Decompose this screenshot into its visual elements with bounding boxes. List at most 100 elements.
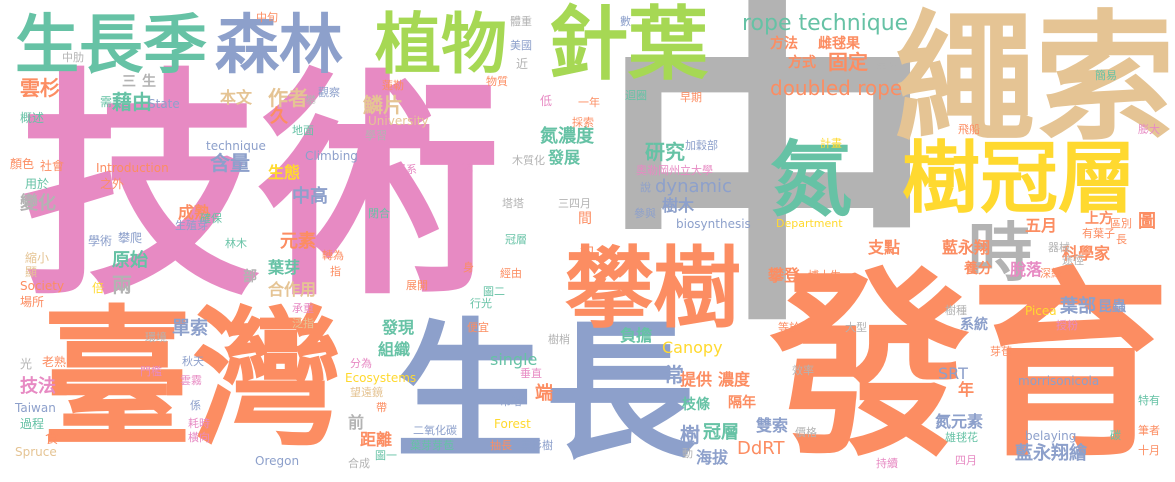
word-zhongxun: 中旬 — [256, 11, 278, 24]
word-feichuan: 飛船 — [958, 123, 980, 136]
word-hezuoyong: 合作用 — [268, 280, 317, 299]
word-menkan: 門檻 — [140, 365, 162, 378]
word-tizhong: 體重 — [510, 15, 532, 28]
word-dannongdu: 氮濃度 — [540, 126, 594, 147]
word-university: University — [368, 114, 429, 128]
word-niandai: 年代 — [876, 61, 898, 74]
word-ecosystems: Ecosystems — [345, 371, 417, 385]
word-jianyi: 簡易 — [1095, 69, 1117, 82]
word-zaoqi: 早期 — [680, 91, 702, 104]
word-tigong: 提供 — [680, 370, 713, 389]
word-qixie: 器械 — [1048, 241, 1070, 254]
word-guding: 固定 — [828, 50, 868, 74]
word-guang: 光 — [20, 357, 33, 371]
word-fayu: 發育 — [770, 251, 1171, 482]
word-wangyuanjing: 望遠鏡 — [350, 386, 383, 399]
word-shoufen: 授粉 — [1056, 319, 1078, 332]
word-yue: 約 — [580, 244, 594, 260]
word-liang: 兩 — [112, 273, 132, 297]
word-yanjiu: 研究 — [645, 140, 685, 164]
word-picea: Picea — [1025, 304, 1057, 318]
word-wuzhi: 物質 — [486, 75, 508, 88]
word-jiage: 價格 — [795, 426, 817, 439]
word-shuo: 說 — [640, 181, 651, 194]
word-technique: technique — [206, 139, 266, 153]
word-caisuo: 採索 — [572, 116, 594, 129]
word-jin: 近 — [516, 57, 529, 71]
word-suoxiao: 縮小 — [25, 251, 50, 265]
word-zhiwu: 植物 — [375, 6, 507, 83]
word-university-name: 奧勒岡州立大學 — [636, 164, 713, 177]
word-yunwu: 雲霧 — [180, 374, 202, 387]
word-juli: 距離 — [360, 430, 393, 449]
word-shushao: 樹梢 — [548, 333, 570, 346]
word-lianle: 蓮勒 — [382, 79, 404, 92]
word-haoshi: 耗時 — [188, 417, 210, 430]
word-muzhihua: 木質化 — [512, 154, 545, 167]
word-co2: 二氧化碳 — [413, 424, 457, 437]
word-guocheng: 過程 — [20, 417, 45, 431]
word-chouzhang: 抽長 — [490, 439, 512, 452]
word-xian: 顯 — [25, 265, 38, 279]
word-youyezi: 有葉子 — [1082, 227, 1115, 240]
word-senlin: 森林 — [215, 9, 343, 83]
word-yanse: 顏色 — [10, 157, 35, 171]
word-spruce: Spruce — [15, 445, 57, 459]
word-bizhe: 筆者 — [1138, 424, 1160, 437]
word-shuangsuo: 雙索 — [756, 416, 789, 435]
word-yuanshi: 原始 — [112, 250, 148, 271]
word-belaying: belaying — [1025, 429, 1077, 443]
word-gaishu: 概述 — [20, 111, 45, 125]
word-changsuo: 場所 — [20, 295, 45, 309]
word-jing: 鏡 — [462, 161, 473, 174]
word-xingguang: 行光 — [470, 297, 492, 310]
word-single: single — [490, 350, 538, 369]
word-xiongqiuhua: 雄毬花 — [945, 431, 978, 444]
word-jishu: 技術 — [20, 48, 501, 328]
word-bianhua: 變化 — [20, 193, 56, 214]
word-tuyi: 圖一 — [375, 449, 397, 462]
word-srt: SRT — [938, 364, 968, 383]
word-guanceng-a: 冠層 — [703, 422, 739, 443]
word-yuansu: 元素 — [280, 231, 316, 252]
word-san: 三 — [122, 74, 136, 90]
word-shenlv: 深綠 — [1040, 267, 1062, 280]
word-jiu: 久 — [270, 106, 288, 127]
word-danyuansu: 氮元素 — [935, 412, 984, 431]
word-tujing: 途徑 — [1062, 254, 1084, 267]
word-yongyu: 用於 — [25, 177, 50, 191]
word-shu: 樹 — [680, 423, 700, 447]
word-panpa: 攀爬 — [118, 231, 143, 245]
word-tuoluo: 脫落 — [1010, 260, 1043, 279]
word-hecheng: 合成 — [348, 457, 370, 470]
word-haiba: 海拔 — [696, 448, 729, 467]
word-doubled-rope: doubled rope — [770, 76, 903, 100]
word-zhuanwei: 轉為 — [322, 249, 344, 262]
word-yeya: 葉芽 — [268, 258, 301, 277]
word-dai: 帶 — [376, 401, 387, 414]
word-zhankai: 展開 — [406, 279, 428, 292]
word-nongdu: 濃度 — [718, 370, 751, 389]
word-shi-food: 食 — [45, 431, 59, 447]
word-qiuguo: 雌毬果 — [818, 36, 860, 52]
word-bu: 部 — [243, 269, 257, 285]
word-shengtai: 生態 — [268, 163, 301, 182]
word-xuexi: 學習 — [365, 129, 387, 142]
word-zuozhe: 作者 — [268, 86, 308, 110]
word-daxing: 大型 — [845, 321, 867, 334]
word-state: State — [148, 97, 180, 111]
word-zuzhi: 組織 — [378, 340, 411, 359]
word-guanceng-b: 冠層 — [505, 233, 527, 246]
word-introduction: Introduction — [96, 161, 169, 175]
word-siyue: 四月 — [955, 454, 977, 467]
word-fazhan: 發展 — [548, 148, 581, 167]
word-shen: 身 — [463, 261, 474, 274]
word-dimian: 地面 — [292, 124, 314, 137]
word-chengzhong: 承重 — [292, 302, 314, 315]
word-dong: 動 — [682, 447, 693, 460]
word-morrisonicola: morrisonicola — [1018, 374, 1100, 388]
word-di: 低 — [540, 94, 553, 108]
word-faxian: 發現 — [382, 318, 415, 337]
word-zhitiao: 枝條 — [682, 397, 710, 413]
word-shengsuo: 繩索 — [894, 0, 1175, 161]
